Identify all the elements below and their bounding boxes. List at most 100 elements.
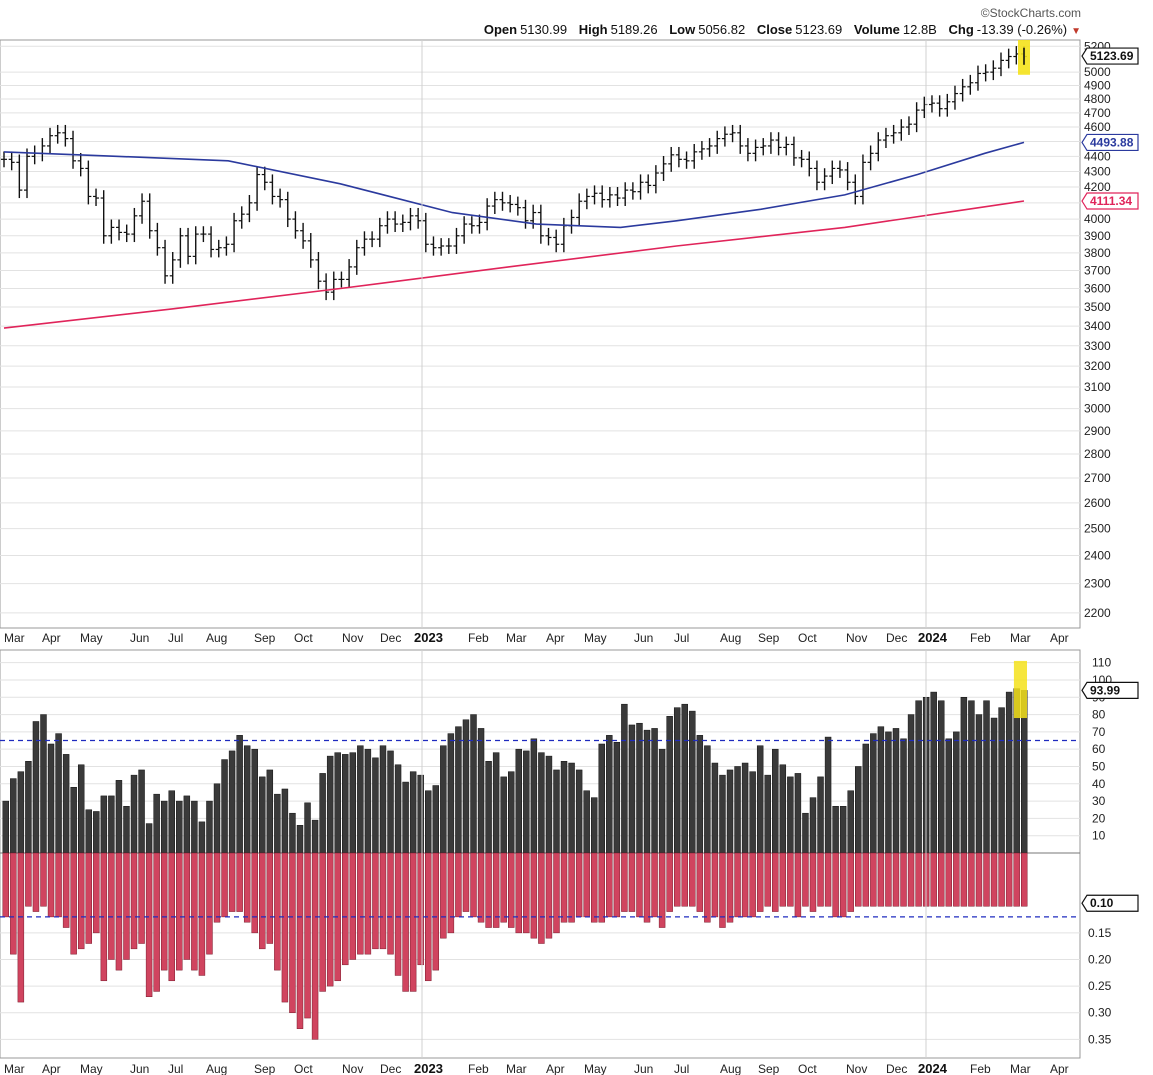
up-bar (440, 745, 447, 854)
down-bar (598, 852, 605, 923)
down-bar (409, 852, 417, 992)
moving-average-blue-line (3, 141, 1025, 229)
up-bar (772, 748, 779, 854)
down-bar (553, 852, 560, 934)
down-bar (77, 852, 85, 950)
x-month-label: Jun (130, 631, 149, 645)
down-bar (998, 852, 1005, 907)
close-value: 5123.69 (795, 22, 843, 37)
x-month-label: Mar (1010, 1062, 1031, 1075)
down-bar (108, 852, 115, 960)
down-bar (545, 852, 553, 939)
up-bar (455, 726, 462, 854)
price-tick-label: 5000 (1084, 65, 1111, 79)
down-bar (183, 852, 191, 960)
x-month-label: Dec (886, 1062, 907, 1075)
x-month-label: Jul (168, 1062, 183, 1075)
x-month-label: Nov (846, 1062, 867, 1075)
down-arrow-icon: ▼ (1071, 26, 1081, 37)
down-bar (2, 852, 9, 918)
price-tick-label: 2500 (1084, 522, 1111, 536)
x-month-label: Apr (42, 631, 61, 645)
down-bar (719, 852, 726, 928)
down-bar (349, 852, 357, 960)
down-bar (839, 852, 847, 918)
down-bar (658, 852, 666, 928)
x-month-label: Sep (758, 1062, 780, 1075)
down-bar (274, 852, 281, 971)
up-bar (560, 761, 568, 854)
up-bar (515, 748, 522, 854)
down-bar (900, 852, 907, 907)
x-month-label: Nov (846, 631, 867, 645)
down-bar (817, 852, 824, 907)
up-bar (130, 774, 138, 854)
price-tick-label: 4200 (1084, 180, 1111, 194)
x-month-label: Sep (254, 631, 276, 645)
down-bar (357, 852, 364, 955)
price-tick-label: 2900 (1084, 424, 1111, 438)
ma-blue-price-tag-box (1081, 133, 1139, 152)
down-bar (832, 852, 839, 918)
x-month-label: Aug (720, 631, 741, 645)
up-bar (907, 714, 915, 854)
down-bar (93, 852, 100, 934)
down-bar (704, 852, 711, 923)
indicator-tick-label: 110 (1092, 656, 1111, 670)
down-bar (372, 852, 379, 950)
brand-label: ©StockCharts.com (980, 6, 1081, 20)
up-bar (47, 743, 55, 854)
down-bar (726, 852, 734, 923)
up-bar (296, 825, 304, 854)
down-bar (198, 852, 206, 976)
down-bar (40, 852, 47, 907)
down-bar (538, 852, 545, 944)
x-month-label: Jul (674, 1062, 689, 1075)
ohlc-readout: Open 5130.99 High 5189.26 Low 5056.82 Close… (476, 22, 1081, 37)
x-year-label: 2024 (918, 630, 948, 645)
down-bar (470, 852, 477, 918)
up-bar (960, 697, 968, 854)
up-bar (696, 735, 704, 854)
down-bar (417, 852, 424, 966)
up-bar (689, 710, 696, 854)
up-bar (289, 812, 296, 854)
down-bar (447, 852, 455, 934)
price-tick-label: 3300 (1084, 339, 1111, 353)
down-bar (289, 852, 296, 1013)
up-bar (213, 783, 221, 854)
up-bar (673, 707, 681, 854)
down-bar (523, 852, 530, 934)
down-bar (794, 852, 802, 918)
indicator-tick-label: 80 (1092, 708, 1106, 722)
down-bar (590, 852, 598, 923)
down-bar (432, 852, 440, 971)
up-bar (1005, 691, 1013, 854)
x-month-label: Oct (798, 1062, 817, 1075)
indicator-upper-tag-box (1081, 681, 1139, 699)
high-label: High (578, 22, 608, 37)
ma-red-price-tag-box (1081, 192, 1139, 210)
up-bar (975, 714, 983, 854)
up-bar (636, 722, 643, 854)
up-bar (379, 745, 387, 854)
up-bar (794, 773, 802, 854)
low-value: 5056.82 (698, 22, 746, 37)
up-bar (266, 769, 274, 854)
up-bar (779, 764, 787, 854)
up-bar (749, 771, 756, 854)
x-month-label: Dec (380, 631, 401, 645)
close-price-tag-box (1081, 47, 1139, 65)
down-bar (560, 852, 568, 923)
up-bar (719, 774, 726, 854)
x-month-label: May (584, 1062, 607, 1075)
up-bar (409, 771, 417, 854)
down-bar (191, 852, 198, 971)
price-tick-label: 3700 (1084, 263, 1111, 277)
open-label: Open (483, 22, 518, 37)
up-bar (885, 731, 892, 854)
down-bar (689, 852, 696, 907)
down-bar (930, 852, 937, 907)
up-bar (508, 771, 515, 854)
down-bar (990, 852, 998, 907)
